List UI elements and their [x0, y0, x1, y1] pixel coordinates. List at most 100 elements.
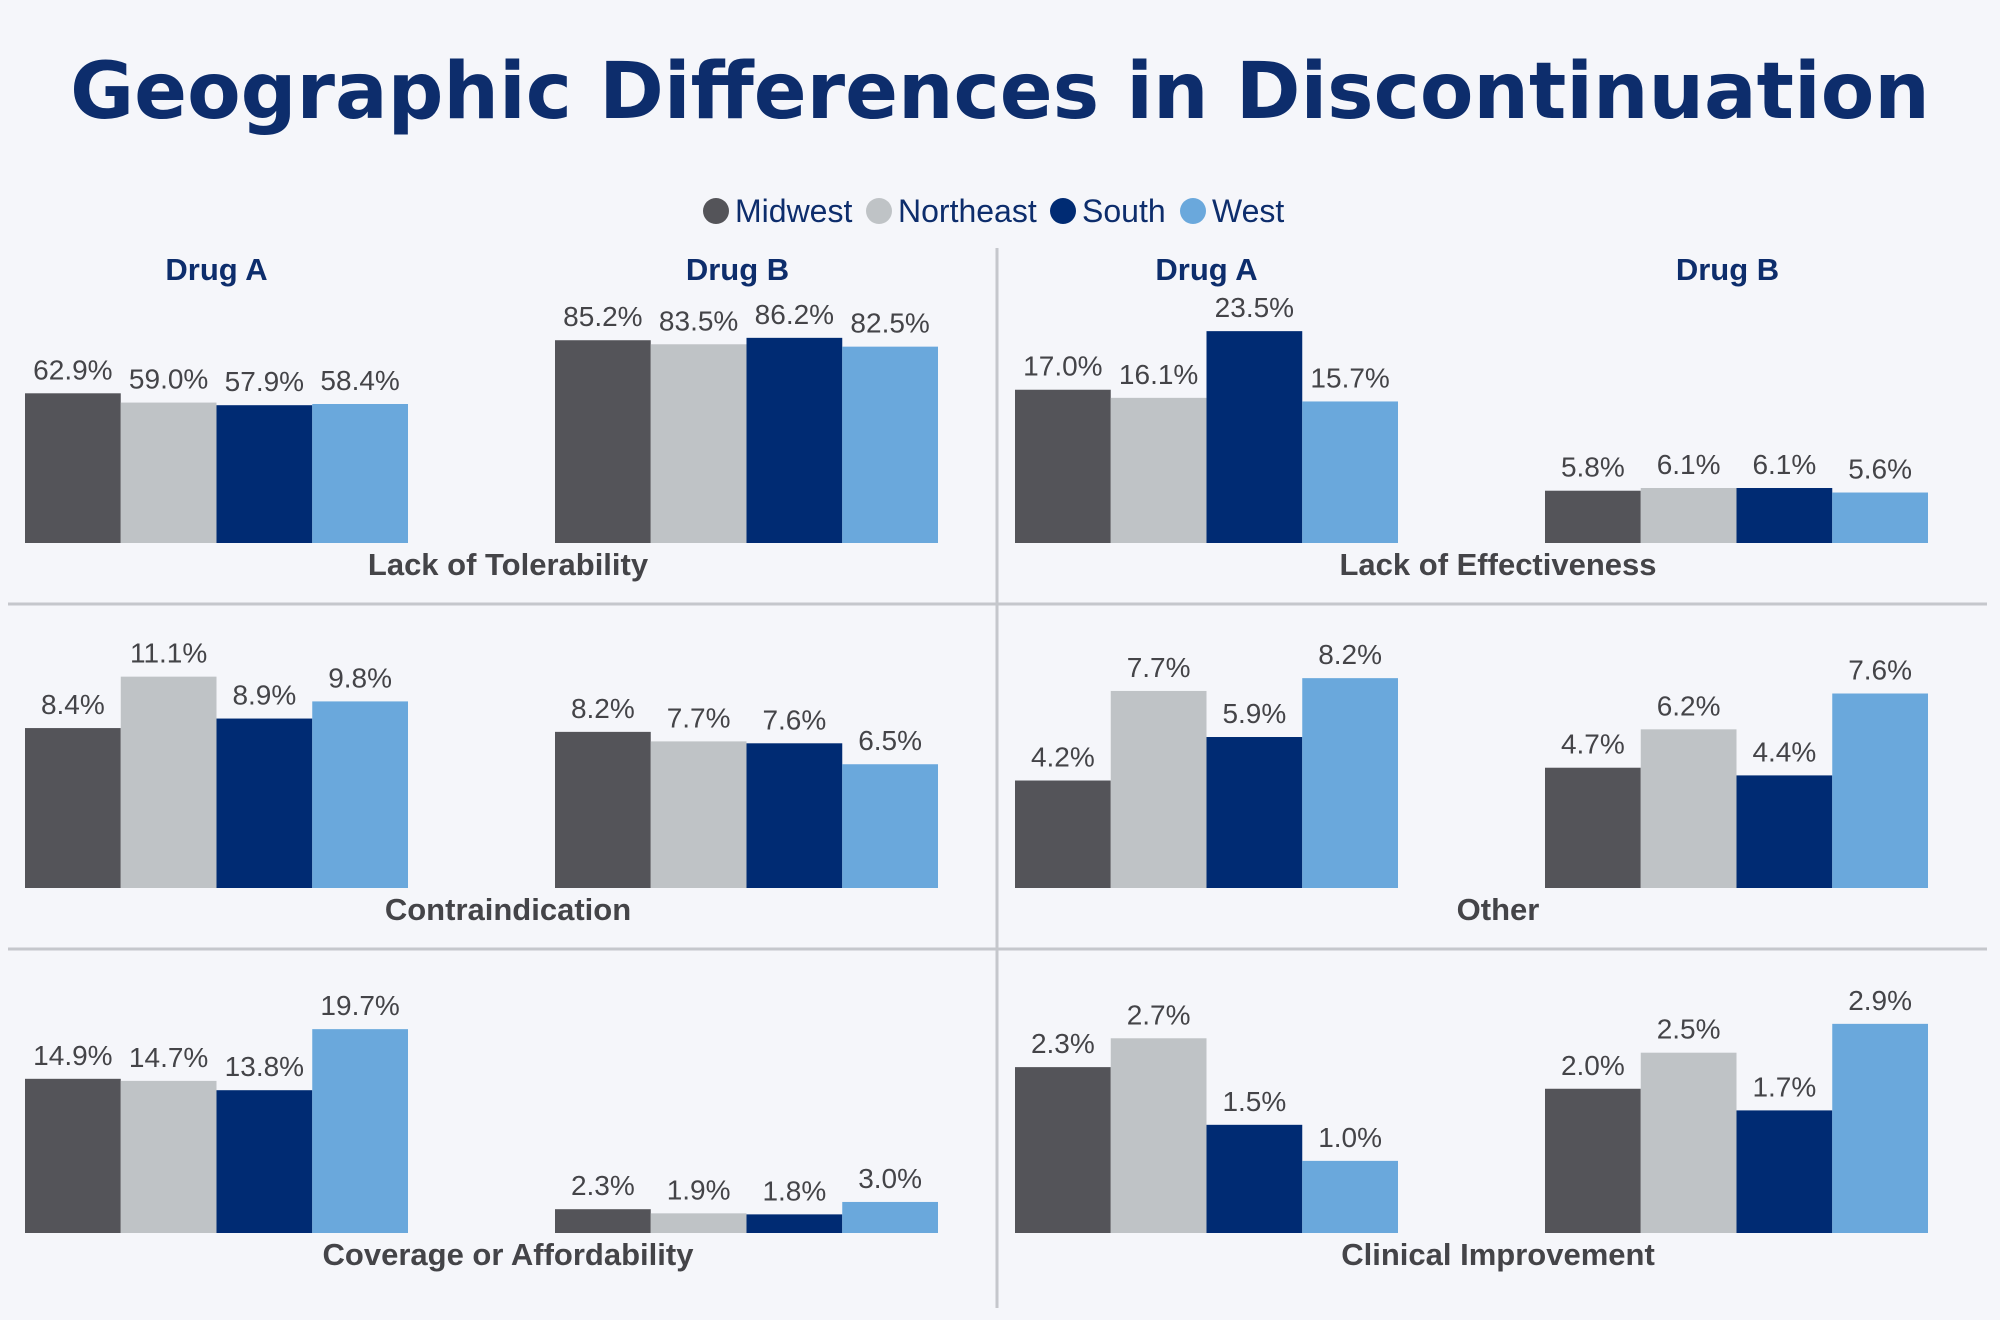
bar-drug-b-west: [1832, 693, 1928, 888]
value-label-drug-a-northeast: 11.1%: [130, 638, 207, 669]
drug-header-drug-b: Drug B: [686, 252, 789, 287]
value-label-drug-a-northeast: 7.7%: [1127, 652, 1191, 683]
legend-item-northeast: Northeast: [866, 193, 1037, 229]
value-label-drug-a-south: 1.5%: [1222, 1086, 1286, 1117]
bar-drug-a-northeast: [120, 1080, 217, 1233]
legend-label-northeast: Northeast: [898, 193, 1037, 229]
value-label-drug-a-midwest: 2.3%: [1031, 1028, 1095, 1059]
value-label-drug-b-west: 3.0%: [858, 1163, 922, 1194]
value-label-drug-b-northeast: 6.1%: [1657, 449, 1721, 480]
bar-group-drug-a: 17.0% 16.1% 23.5% 15.7%: [1015, 292, 1398, 543]
value-label-drug-a-midwest: 17.0%: [1023, 351, 1102, 382]
legend-label-west: West: [1212, 193, 1284, 229]
bar-drug-b-northeast: [1640, 1052, 1737, 1233]
chart-panels: 62.9% 59.0% 57.9% 58.4% 85.2% 83.5% 86.2% 82.5%…: [25, 292, 1928, 1272]
bar-drug-a-west: [1302, 678, 1398, 888]
bar-drug-a-northeast: [1110, 690, 1207, 888]
value-label-drug-a-northeast: 59.0%: [129, 364, 208, 395]
bar-drug-b-west: [842, 764, 938, 888]
bar-drug-b-south: [1736, 775, 1833, 888]
legend-label-south: South: [1082, 193, 1166, 229]
legend-marker-midwest: [703, 198, 729, 224]
bar-group-drug-b: 2.3% 1.9% 1.8% 3.0%: [555, 1163, 938, 1233]
bar-drug-a-midwest: [1015, 1067, 1111, 1233]
bar-drug-a-midwest: [1015, 780, 1111, 888]
panel-clinical-improvement: 2.3% 2.7% 1.5% 1.0% 2.0% 2.5% 1.7% 2.9% Clinical…: [1015, 985, 1928, 1272]
legend-marker-south: [1050, 198, 1076, 224]
bar-drug-a-south: [1206, 737, 1303, 888]
bar-drug-b-west: [1832, 1023, 1928, 1233]
value-label-drug-a-northeast: 14.7%: [129, 1042, 208, 1073]
bar-drug-b-south: [1736, 488, 1833, 543]
bar-drug-a-south: [1206, 331, 1303, 543]
value-label-drug-a-west: 1.0%: [1318, 1122, 1382, 1153]
value-label-drug-b-northeast: 1.9%: [667, 1174, 731, 1205]
value-label-drug-b-midwest: 2.3%: [571, 1170, 635, 1201]
value-label-drug-a-south: 13.8%: [225, 1051, 304, 1082]
bar-drug-b-midwest: [1545, 490, 1641, 543]
panel-lack-of-tolerability: 62.9% 59.0% 57.9% 58.4% 85.2% 83.5% 86.2% 82.5%…: [25, 299, 938, 582]
value-label-drug-b-midwest: 2.0%: [1561, 1050, 1625, 1081]
value-label-drug-a-west: 9.8%: [328, 662, 392, 693]
bar-drug-a-northeast: [120, 402, 217, 543]
bar-group-drug-b: 8.2% 7.7% 7.6% 6.5%: [555, 693, 938, 888]
bar-drug-a-west: [312, 404, 408, 543]
legend-item-midwest: Midwest: [703, 193, 852, 229]
panel-title: Other: [1457, 892, 1540, 927]
value-label-drug-a-northeast: 2.7%: [1127, 999, 1191, 1030]
bar-group-drug-a: 62.9% 59.0% 57.9% 58.4%: [25, 354, 408, 543]
bar-drug-b-midwest: [555, 340, 651, 543]
legend-item-west: West: [1180, 193, 1284, 229]
legend-item-south: South: [1050, 193, 1166, 229]
bar-drug-b-midwest: [555, 731, 651, 888]
value-label-drug-a-midwest: 14.9%: [33, 1040, 112, 1071]
value-label-drug-a-south: 23.5%: [1215, 292, 1294, 323]
value-label-drug-b-midwest: 85.2%: [563, 301, 642, 332]
bar-drug-a-south: [216, 405, 313, 543]
bar-drug-b-south: [1736, 1110, 1833, 1233]
value-label-drug-b-northeast: 83.5%: [659, 305, 738, 336]
bar-drug-b-midwest: [1545, 1088, 1641, 1233]
bar-group-drug-a: 2.3% 2.7% 1.5% 1.0%: [1015, 999, 1398, 1233]
panel-title: Coverage or Affordability: [323, 1237, 695, 1272]
value-label-drug-a-south: 8.9%: [232, 680, 296, 711]
value-label-drug-b-south: 7.6%: [762, 704, 826, 735]
bar-drug-b-midwest: [555, 1209, 651, 1233]
bar-drug-a-midwest: [25, 1078, 121, 1233]
panel-title: Contraindication: [385, 892, 631, 927]
bar-drug-b-west: [1832, 492, 1928, 543]
legend-marker-west: [1180, 198, 1206, 224]
bar-drug-a-northeast: [1110, 397, 1207, 543]
value-label-drug-b-south: 86.2%: [755, 299, 834, 330]
bar-drug-a-midwest: [25, 728, 121, 888]
bar-group-drug-b: 85.2% 83.5% 86.2% 82.5%: [555, 299, 938, 543]
bar-drug-b-northeast: [1640, 729, 1737, 888]
bar-group-drug-b: 5.8% 6.1% 6.1% 5.6%: [1545, 449, 1928, 543]
value-label-drug-a-south: 5.9%: [1222, 698, 1286, 729]
bar-drug-b-south: [746, 1214, 843, 1233]
value-label-drug-b-northeast: 2.5%: [1657, 1014, 1721, 1045]
value-label-drug-a-midwest: 4.2%: [1031, 742, 1095, 773]
panel-title: Lack of Tolerability: [368, 547, 649, 582]
value-label-drug-b-northeast: 6.2%: [1657, 690, 1721, 721]
bar-drug-a-south: [1206, 1124, 1303, 1233]
bar-drug-b-northeast: [650, 741, 747, 888]
bar-drug-a-west: [1302, 401, 1398, 543]
panel-other: 4.2% 7.7% 5.9% 8.2% 4.7% 6.2% 4.4% 7.6% Other: [1015, 639, 1928, 927]
legend-marker-northeast: [866, 198, 892, 224]
bar-drug-a-west: [312, 701, 408, 888]
value-label-drug-a-west: 15.7%: [1310, 362, 1389, 393]
value-label-drug-a-west: 19.7%: [320, 990, 399, 1021]
bar-drug-a-northeast: [120, 676, 217, 888]
value-label-drug-a-west: 8.2%: [1318, 639, 1382, 670]
bar-drug-b-northeast: [1640, 488, 1737, 543]
value-label-drug-b-midwest: 8.2%: [571, 693, 635, 724]
value-label-drug-b-midwest: 5.8%: [1561, 452, 1625, 483]
bar-group-drug-a: 14.9% 14.7% 13.8% 19.7%: [25, 990, 408, 1233]
bar-group-drug-b: 4.7% 6.2% 4.4% 7.6%: [1545, 655, 1928, 888]
bar-drug-a-south: [216, 718, 313, 888]
value-label-drug-b-south: 6.1%: [1752, 449, 1816, 480]
bar-drug-a-northeast: [1110, 1038, 1207, 1233]
drug-header-drug-a: Drug A: [165, 252, 267, 287]
